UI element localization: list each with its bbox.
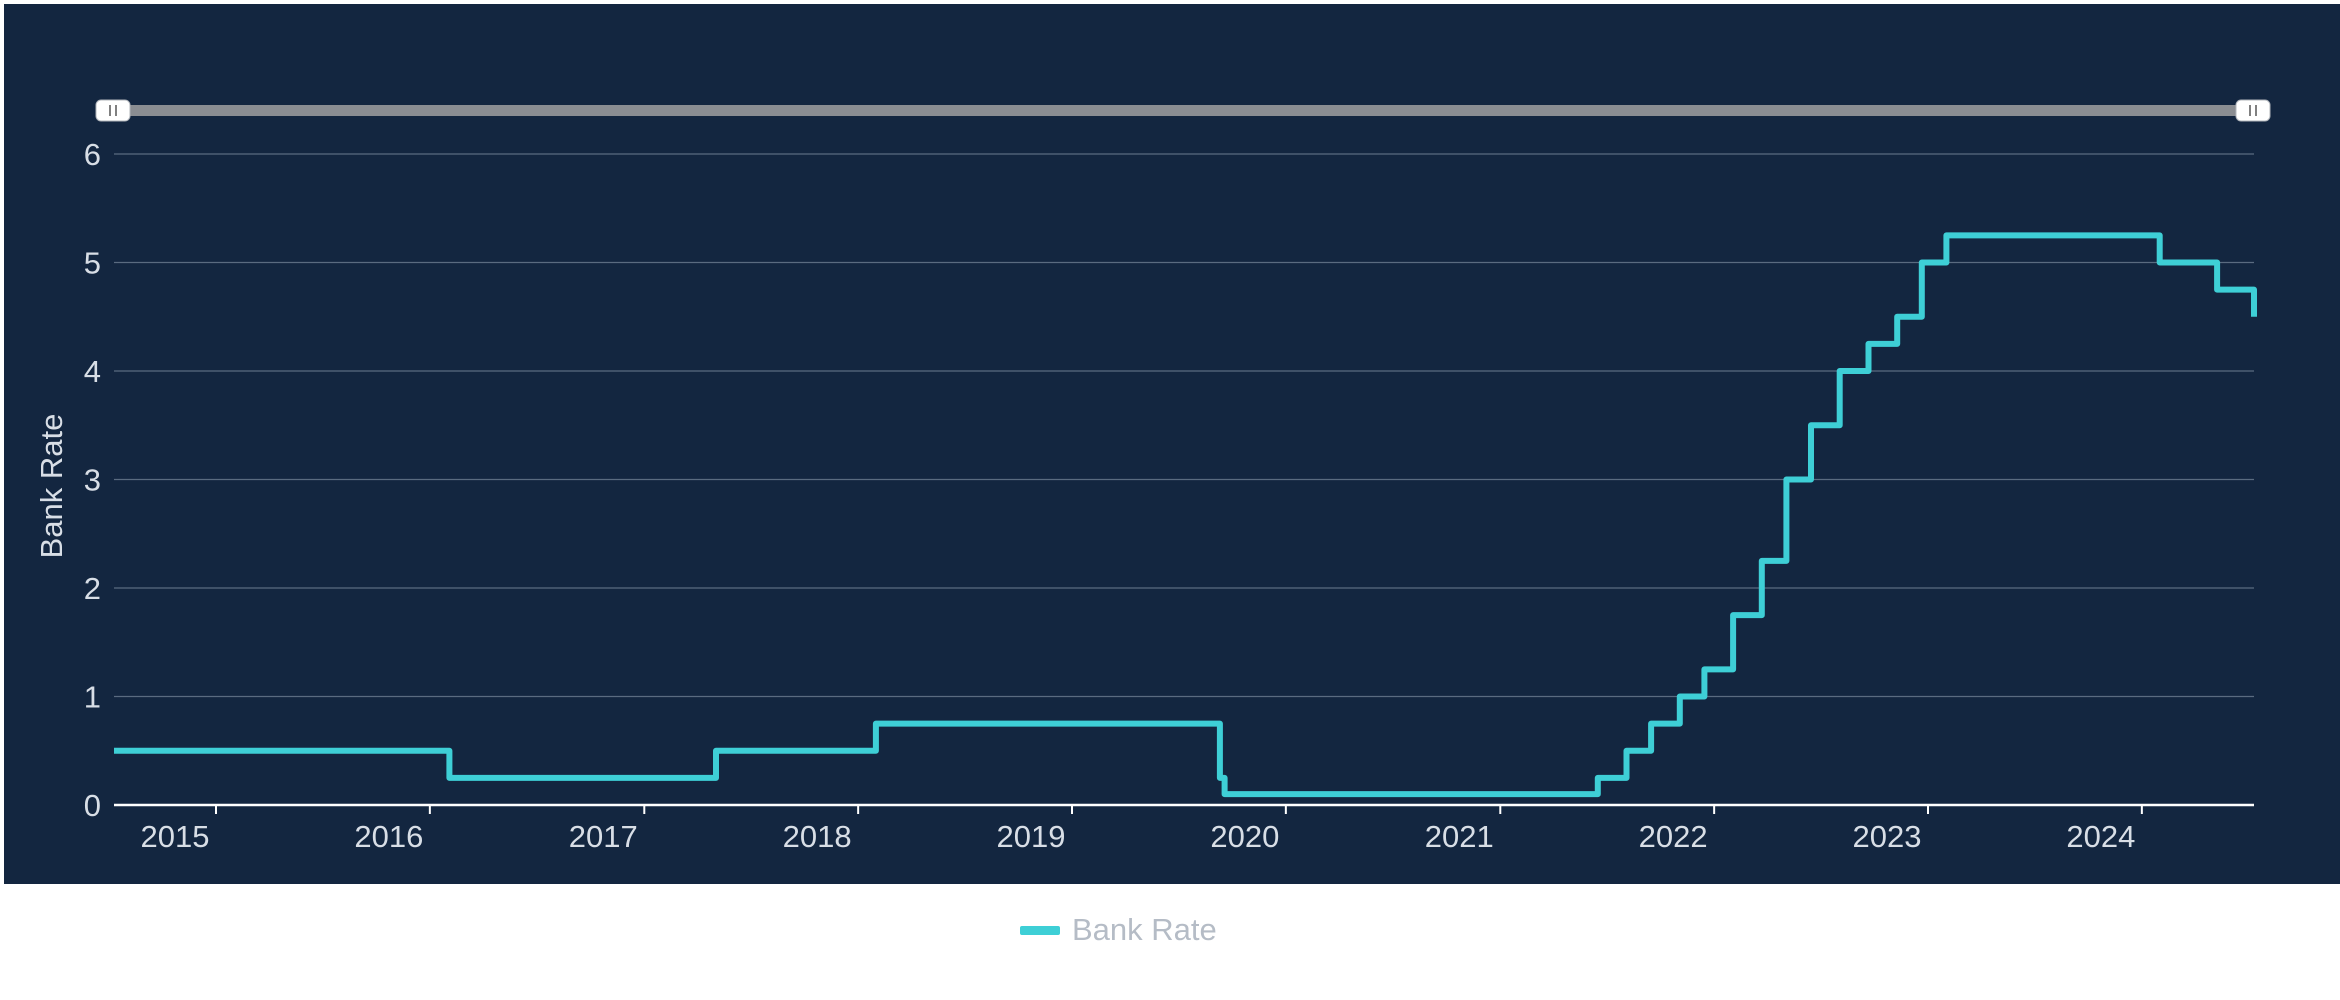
- y-tick-label: 3: [84, 463, 101, 498]
- legend-swatch: [1020, 925, 1060, 935]
- navigator-right-handle[interactable]: [2235, 99, 2271, 122]
- y-axis-ticks: 0 1 2 3 4 5 6: [84, 137, 101, 823]
- x-tick-label: 2021: [1425, 819, 1494, 854]
- y-tick-label: 2: [84, 571, 101, 606]
- grid-lines: [114, 153, 2254, 698]
- x-tick-label: 2017: [569, 819, 638, 854]
- legend-item[interactable]: Bank Rate: [1020, 908, 1217, 952]
- x-tick-label: 2023: [1853, 819, 1922, 854]
- y-axis-label: Bank Rate: [34, 414, 69, 559]
- x-tick-label: 2022: [1639, 819, 1708, 854]
- x-tick-label: 2019: [997, 819, 1066, 854]
- x-tick-label: 2016: [354, 819, 423, 854]
- range-navigator[interactable]: [95, 99, 2271, 122]
- y-tick-label: 0: [84, 788, 101, 823]
- navigator-left-handle[interactable]: [95, 99, 131, 122]
- legend-label: Bank Rate: [1072, 912, 1217, 947]
- y-tick-label: 5: [84, 246, 101, 281]
- x-tick-label: 2018: [783, 819, 852, 854]
- x-axis: 2015 2016 2017 2018 2019 2020 2021 2022 2023 2024: [114, 803, 2254, 854]
- series-layer: [114, 232, 2257, 798]
- x-tick-label: 2024: [2066, 819, 2135, 854]
- navigator-track: [114, 105, 2254, 116]
- x-tick-label: 2020: [1210, 819, 1279, 854]
- y-tick-label: 6: [84, 137, 101, 172]
- series-line: [114, 232, 2257, 798]
- x-tick-label: 2015: [141, 819, 210, 854]
- y-tick-label: 1: [84, 680, 101, 715]
- y-tick-label: 4: [84, 354, 101, 389]
